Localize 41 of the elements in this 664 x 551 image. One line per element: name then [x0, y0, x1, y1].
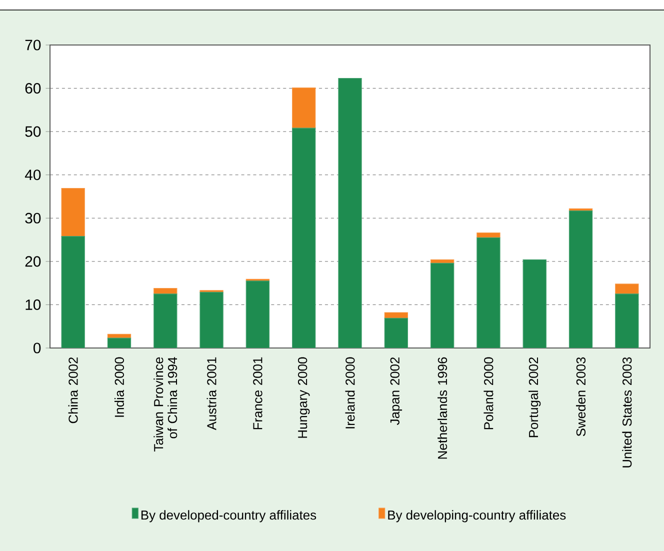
x-tick-label: United States 2003	[622, 357, 632, 468]
y-tick-label: 70	[25, 40, 41, 50]
x-tick-label: Ireland 2000	[345, 357, 355, 428]
x-tick-label: China 2002	[68, 357, 78, 424]
bar	[615, 294, 639, 348]
bar	[338, 78, 362, 348]
bar	[384, 312, 408, 318]
x-tick-label: Austria 2001	[206, 357, 216, 430]
bar	[61, 188, 85, 237]
y-tick-label: 60	[25, 82, 41, 94]
x-tick-label: Hungary 2000	[298, 357, 310, 438]
bar	[61, 236, 85, 348]
bar	[430, 262, 454, 348]
y-tick-label: 0	[34, 342, 41, 354]
bar	[522, 259, 546, 348]
bar	[292, 88, 316, 128]
x-tick-label: India 2000	[114, 357, 124, 417]
y-tick-label: 20	[25, 256, 41, 267]
bar	[154, 288, 178, 294]
x-tick-label: Taiwan Province of China 1994	[154, 357, 178, 452]
bar	[200, 292, 224, 348]
legend-label: By developed-country affiliates	[141, 510, 316, 522]
x-tick-label: France 2001	[253, 357, 262, 430]
bar	[384, 318, 408, 348]
bar	[476, 232, 500, 238]
x-tick-label: Japan 2002	[390, 357, 402, 425]
y-tick-label: 30	[25, 212, 41, 224]
x-tick-label: Sweden 2003	[576, 357, 586, 436]
x-tick-label: Netherlands 1996	[438, 357, 448, 459]
legend-label: By developing-country affiliates	[388, 510, 566, 522]
bar	[476, 237, 500, 348]
x-tick-label: Poland 2000	[484, 357, 494, 430]
bar	[154, 294, 178, 348]
x-tick-label: Portugal 2002	[528, 357, 541, 438]
y-tick-label: 10	[26, 299, 41, 310]
bar	[615, 284, 639, 294]
bar	[568, 210, 593, 348]
y-tick-label: 40	[24, 170, 41, 180]
y-tick-label: 50	[25, 126, 41, 137]
bar	[292, 128, 316, 348]
bar	[246, 280, 270, 348]
